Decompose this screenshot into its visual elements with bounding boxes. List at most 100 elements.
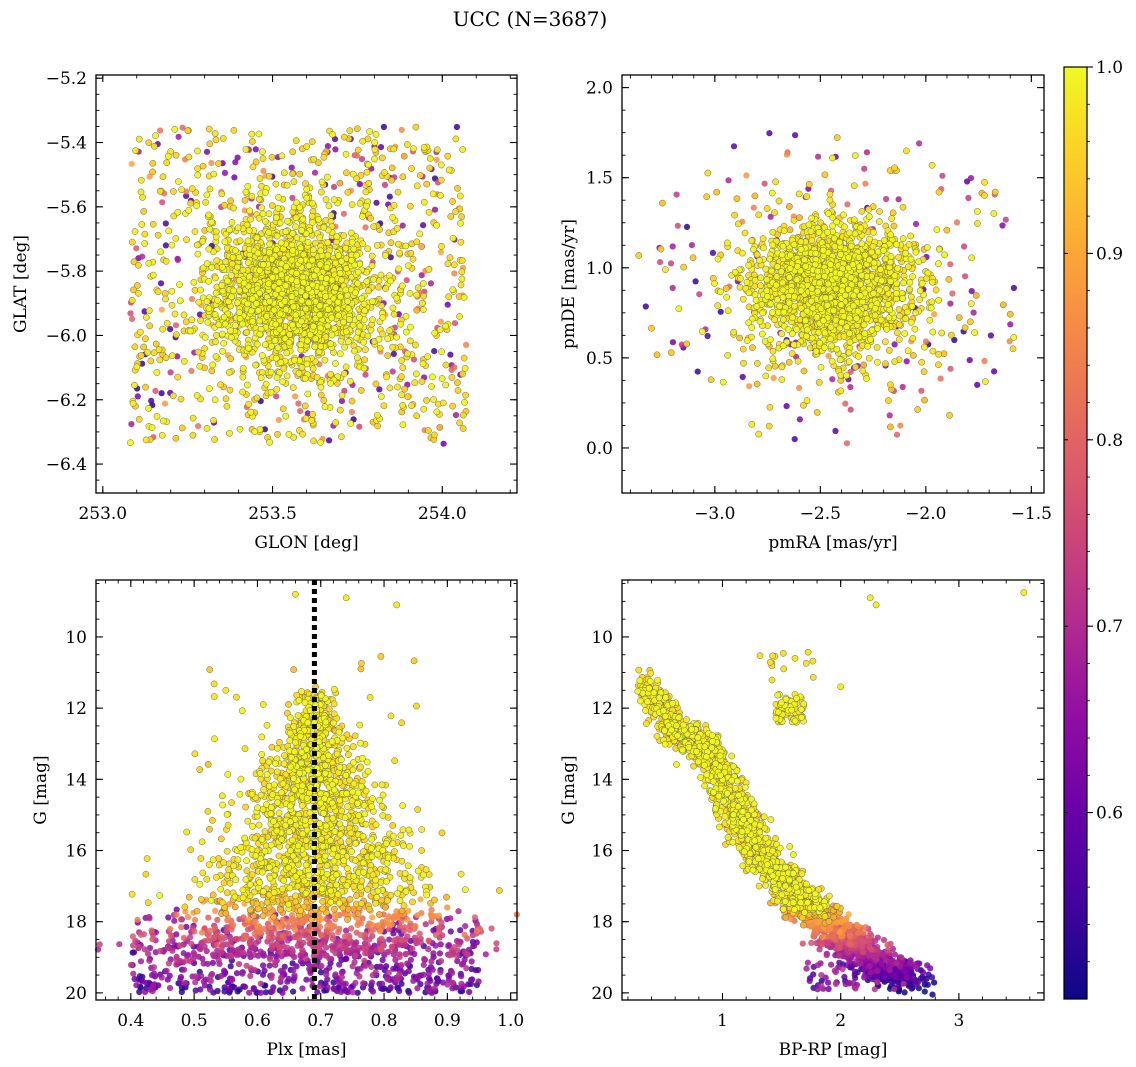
data-point xyxy=(283,349,291,357)
data-point xyxy=(438,348,445,356)
data-point xyxy=(779,286,787,294)
data-point xyxy=(826,196,834,204)
data-point xyxy=(218,282,226,289)
data-point xyxy=(903,308,911,316)
data-point xyxy=(933,226,941,233)
data-point xyxy=(753,251,761,259)
data-point xyxy=(356,322,364,330)
data-point xyxy=(966,318,974,326)
data-point xyxy=(162,257,170,265)
data-point xyxy=(785,203,793,210)
data-point xyxy=(389,368,396,375)
data-point xyxy=(757,274,765,282)
data-point xyxy=(244,183,252,190)
data-point xyxy=(388,176,395,184)
data-point xyxy=(459,425,467,432)
data-point xyxy=(794,263,801,270)
data-point xyxy=(847,406,854,413)
data-point xyxy=(380,402,388,410)
data-point xyxy=(931,311,938,318)
data-point xyxy=(402,242,410,250)
data-point xyxy=(291,356,298,364)
data-point xyxy=(217,381,224,389)
data-point xyxy=(456,313,463,320)
data-point xyxy=(263,313,271,320)
data-point xyxy=(901,330,909,337)
data-point xyxy=(669,243,676,250)
data-point xyxy=(412,123,420,131)
data-point xyxy=(297,244,305,252)
data-point xyxy=(283,181,291,189)
data-point xyxy=(722,285,730,292)
data-point xyxy=(273,385,281,393)
data-point xyxy=(935,245,943,253)
data-point xyxy=(902,315,910,322)
data-point xyxy=(340,370,348,377)
figure-title: UCC (N=3687) xyxy=(453,7,608,31)
data-point xyxy=(225,369,233,376)
data-point xyxy=(395,265,403,273)
data-point xyxy=(379,330,386,338)
data-point xyxy=(273,393,280,400)
data-point xyxy=(907,293,915,301)
data-point xyxy=(196,362,204,370)
data-point xyxy=(261,426,268,433)
data-point xyxy=(236,425,244,433)
data-point xyxy=(206,225,214,233)
data-point xyxy=(130,286,137,294)
data-point xyxy=(218,263,226,271)
data-point xyxy=(739,373,746,381)
data-point xyxy=(395,311,402,318)
data-point xyxy=(778,363,786,371)
data-point xyxy=(159,173,167,181)
data-point xyxy=(265,172,273,180)
data-point xyxy=(437,318,444,325)
data-point xyxy=(778,251,786,259)
data-point xyxy=(779,279,787,287)
data-point xyxy=(386,327,393,335)
data-point xyxy=(730,328,738,336)
data-point xyxy=(723,293,730,301)
data-point xyxy=(753,303,761,310)
data-point xyxy=(285,339,293,346)
data-point xyxy=(828,342,835,350)
data-point xyxy=(362,188,370,196)
data-point xyxy=(368,262,376,270)
data-point xyxy=(836,324,844,332)
data-point xyxy=(887,231,894,239)
panel-sky: 253.0 253.5 254.0−6.4−6.2−6.0−5.8−5.6−5.4−… xyxy=(11,69,518,553)
data-point xyxy=(837,387,845,395)
data-point xyxy=(448,374,456,381)
data-point xyxy=(763,205,771,212)
data-point xyxy=(449,198,456,205)
data-point xyxy=(267,368,275,376)
data-point xyxy=(329,131,336,138)
data-point xyxy=(360,338,367,346)
data-point xyxy=(418,378,426,385)
data-point xyxy=(359,213,366,220)
data-point xyxy=(137,328,144,336)
data-point xyxy=(323,264,331,271)
data-point xyxy=(133,245,140,252)
data-point xyxy=(215,321,223,329)
data-point xyxy=(343,169,350,177)
data-point xyxy=(228,219,236,226)
data-point xyxy=(918,387,925,394)
data-point xyxy=(367,326,375,334)
data-point xyxy=(158,431,166,439)
data-point xyxy=(399,173,407,181)
data-point xyxy=(259,148,266,156)
data-point xyxy=(332,419,339,426)
data-point xyxy=(256,175,264,182)
data-point xyxy=(751,276,759,284)
data-point xyxy=(431,348,438,355)
data-point xyxy=(803,307,811,315)
data-point xyxy=(760,244,767,252)
data-point xyxy=(923,244,931,251)
data-point xyxy=(832,316,840,324)
data-point xyxy=(128,160,135,167)
data-point xyxy=(275,193,282,201)
data-point xyxy=(787,251,794,259)
data-point xyxy=(231,174,238,181)
data-point xyxy=(741,229,749,237)
